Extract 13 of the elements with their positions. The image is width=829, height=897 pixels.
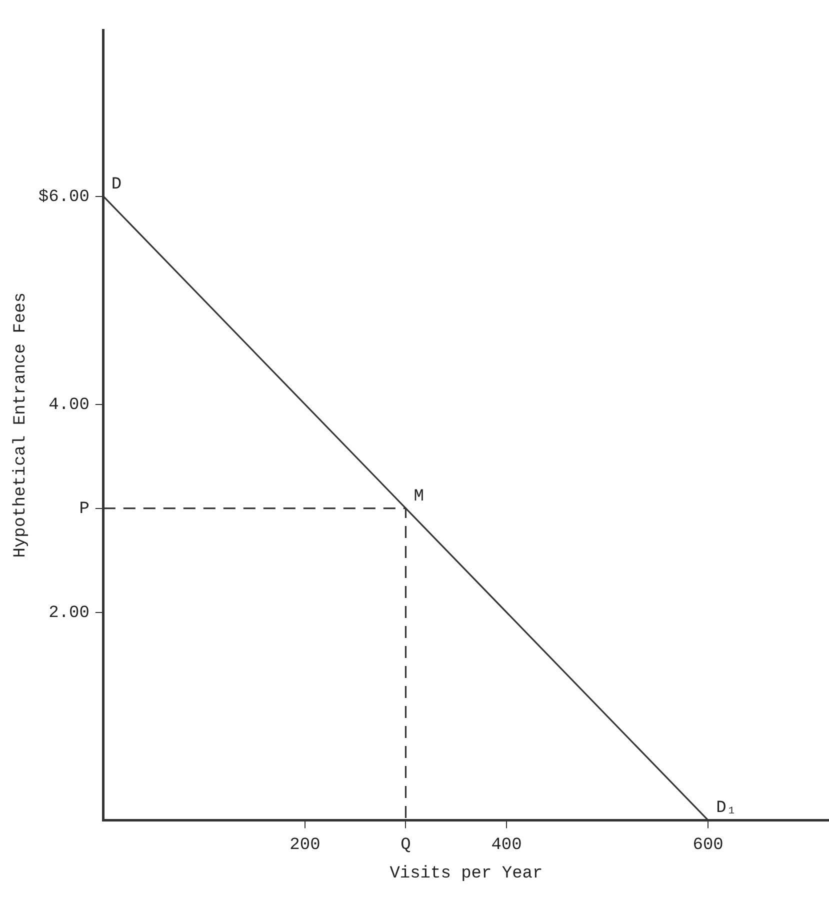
- x-tick-label: 600: [692, 836, 724, 855]
- y-tick-label: $6.00: [38, 188, 90, 207]
- y-tick-label: 2.00: [48, 604, 90, 623]
- x-tick-label: Q: [400, 836, 411, 855]
- y-axis-title: Hypothetical Entrance Fees: [12, 292, 31, 558]
- y-tick-label: P: [79, 500, 90, 519]
- annotation: D₁: [716, 799, 736, 818]
- annotation: D: [111, 175, 122, 194]
- y-tick-label: 4.00: [48, 396, 90, 415]
- annotation: M: [414, 487, 424, 506]
- x-tick-label: 400: [491, 836, 522, 855]
- x-axis-title: Visits per Year: [390, 864, 543, 884]
- x-tick-label: 200: [290, 836, 320, 855]
